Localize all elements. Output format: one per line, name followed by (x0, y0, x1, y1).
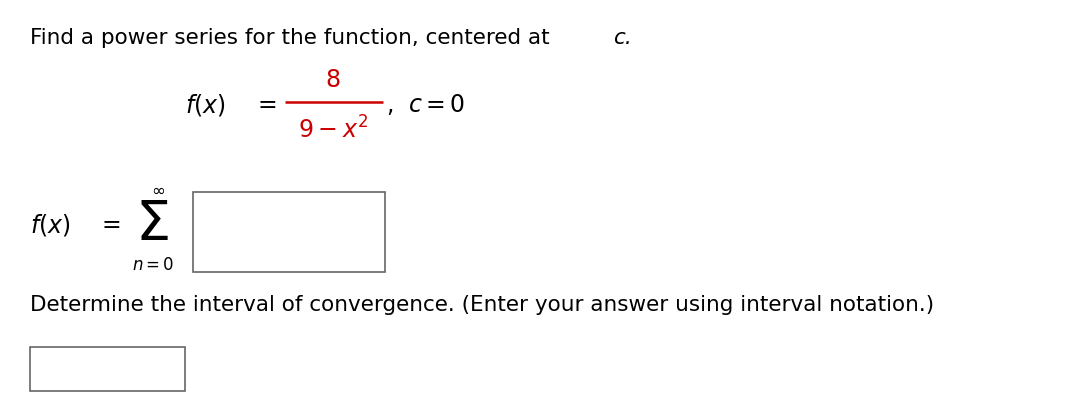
Bar (30, 347, 185, 391)
Text: $9 - x^2$: $9 - x^2$ (298, 116, 367, 143)
Text: $\infty$: $\infty$ (151, 180, 165, 198)
Text: $f(x)$: $f(x)$ (30, 211, 70, 237)
Text: Find a power series for the function, centered at: Find a power series for the function, ce… (30, 28, 556, 48)
Bar (193, 192, 385, 272)
Text: $n = 0$: $n = 0$ (132, 255, 175, 273)
Text: ,: , (386, 93, 393, 117)
Text: $\Sigma$: $\Sigma$ (136, 198, 169, 251)
Text: =: = (102, 213, 121, 237)
Text: =: = (257, 93, 276, 117)
Text: 8: 8 (325, 68, 340, 92)
Text: c.: c. (612, 28, 632, 48)
Text: $c = 0$: $c = 0$ (408, 93, 465, 117)
Text: Determine the interval of convergence. (Enter your answer using interval notatio: Determine the interval of convergence. (… (30, 294, 934, 314)
Text: $f(x)$: $f(x)$ (185, 92, 225, 118)
